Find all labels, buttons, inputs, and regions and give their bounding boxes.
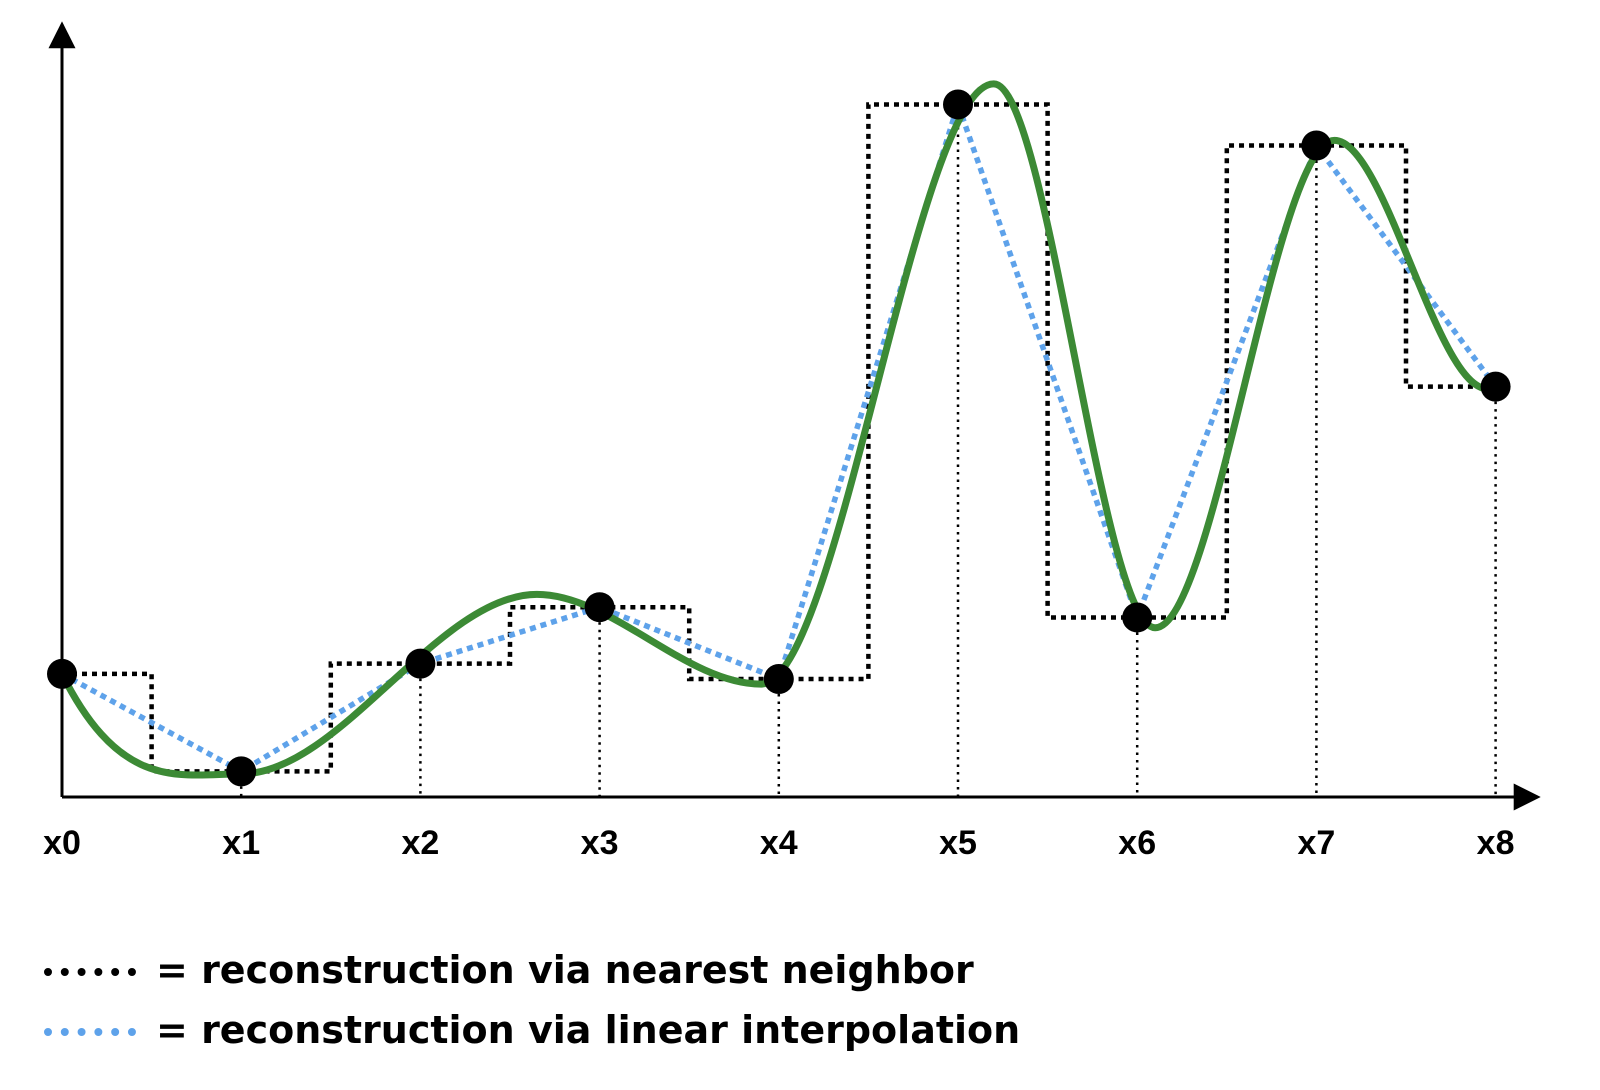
sample-point-4 xyxy=(763,664,794,695)
legend-item-nearest: = reconstruction via nearest neighbor xyxy=(44,948,1244,1008)
sample-point-8 xyxy=(1480,371,1511,402)
sample-points xyxy=(47,89,1511,787)
nearest-legend-swatch xyxy=(44,968,136,976)
x-tick-label-2: x2 xyxy=(401,824,439,862)
x-tick-label-6: x6 xyxy=(1118,824,1156,862)
sample-point-5 xyxy=(943,89,973,120)
x-tick-label-7: x7 xyxy=(1297,824,1335,862)
legend-item-linear: = reconstruction via linear interpolatio… xyxy=(44,1008,1244,1068)
sample-point-6 xyxy=(1122,602,1153,633)
x-tick-label-3: x3 xyxy=(581,824,619,862)
linear-legend-swatch xyxy=(44,1028,136,1036)
linear-legend-label: = reconstruction via linear interpolatio… xyxy=(156,1008,1021,1052)
true-signal-line xyxy=(58,80,1500,779)
sample-point-0 xyxy=(47,658,77,689)
nearest-legend-label: = reconstruction via nearest neighbor xyxy=(156,948,974,992)
sample-droplines xyxy=(239,104,1497,797)
x-tick-label-1: x1 xyxy=(222,824,260,862)
sample-point-2 xyxy=(405,648,436,679)
x-tick-label-0: x0 xyxy=(43,824,81,862)
x-tick-label-5: x5 xyxy=(939,824,977,862)
sample-point-3 xyxy=(584,592,615,623)
true-signal-series xyxy=(58,80,1500,779)
sample-point-1 xyxy=(226,756,257,787)
x-tick-label-4: x4 xyxy=(760,824,798,862)
x-tick-labels: x0 x1 x2 x3 x4 x5 x6 x7 x8 xyxy=(43,824,1514,862)
x-tick-label-8: x8 xyxy=(1477,824,1515,862)
interpolation-chart: x0 x1 x2 x3 x4 x5 x6 x7 x8 xyxy=(43,21,1541,862)
sample-point-7 xyxy=(1301,130,1332,161)
